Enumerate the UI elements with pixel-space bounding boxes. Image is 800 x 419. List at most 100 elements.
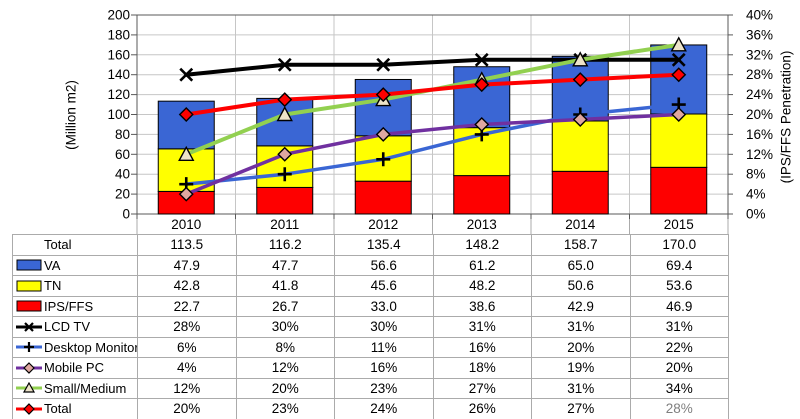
table-cell: 20%: [235, 377, 335, 399]
right-axis-label: 40%: [746, 8, 773, 23]
series-marker-lcd-tv: [474, 52, 489, 67]
row-label-total: Total: [12, 398, 138, 419]
right-axis-label: 32%: [746, 47, 773, 62]
row-label-mobile-pc: Mobile PC: [12, 357, 138, 379]
series-marker-mobile-pc: [277, 146, 293, 162]
table-row-total: Total 20% 23% 24% 26% 27% 28%: [12, 398, 729, 419]
series-marker-total: [277, 92, 293, 108]
series-line-mobile-pc: [184, 112, 681, 196]
right-axis-label: 36%: [746, 27, 773, 42]
series-marker-small-medium: [572, 51, 589, 67]
small-medium-legend-icon: [16, 382, 42, 393]
table-cell: 47.7: [235, 254, 335, 276]
table-cell: 31%: [531, 377, 631, 399]
table-cell: 148.2: [432, 234, 532, 256]
table-cell: 27%: [432, 377, 532, 399]
right-axis-label: 0%: [746, 207, 766, 222]
ips-ffs-legend-icon: [16, 300, 42, 312]
bar-segment-ips-ffs: [354, 180, 412, 215]
right-axis-label: 16%: [746, 127, 773, 142]
table-cell: 33.0: [334, 295, 434, 317]
series-marker-mobile-pc: [178, 186, 194, 202]
table-cell: 28%: [629, 398, 729, 419]
row-label-ips-ffs: IPS/FFS: [12, 295, 138, 317]
row-label-lcd-tv: LCD TV: [12, 316, 138, 338]
series-marker-lcd-tv: [376, 57, 391, 72]
table-cell: 158.7: [531, 234, 631, 256]
plot-border: [136, 14, 729, 215]
left-axis-label: 120: [107, 87, 130, 102]
table-cell: 27%: [531, 398, 631, 419]
left-axis-label: 60: [115, 147, 130, 162]
tn-legend-icon: [16, 280, 42, 292]
left-axis-title: (Million m2): [63, 80, 79, 150]
series-marker-mobile-pc: [474, 116, 490, 132]
right-axis-label: 24%: [746, 87, 773, 102]
table-cell: 24%: [334, 398, 434, 419]
bar-segment-ips-ffs: [650, 166, 708, 215]
right-axis-label: 20%: [746, 107, 773, 122]
table-cell: 26.7: [235, 295, 335, 317]
table-cell: 18%: [432, 357, 532, 379]
series-marker-total: [474, 77, 490, 93]
row-label-text: IPS/FFS: [44, 298, 94, 314]
x-axis-category-label: 2011: [270, 217, 299, 232]
x-axis-category-label: 2013: [467, 217, 497, 232]
table-cell: 26%: [432, 398, 532, 419]
mobile-pc-legend-icon: [16, 361, 42, 374]
table-cell: 65.0: [531, 254, 631, 276]
series-marker-small-medium: [276, 106, 293, 122]
table-row-tn: TN 42.8 41.8 45.6 48.2 50.6 53.6: [12, 275, 729, 297]
left-axis-label: 180: [107, 27, 130, 42]
table-cell: 113.5: [137, 234, 237, 256]
table-cell: 4%: [137, 357, 237, 379]
right-axis-label: 12%: [746, 147, 773, 162]
table-cell: 28%: [137, 316, 237, 338]
left-axis-label: 40: [115, 167, 130, 182]
table-cell: 23%: [334, 377, 434, 399]
va-legend-icon: [16, 259, 42, 271]
table-cell: 8%: [235, 336, 335, 358]
series-marker-desktop-monitor: [277, 167, 292, 182]
series-marker-lcd-tv: [277, 57, 292, 72]
table-row-total: Total 113.5 116.2 135.4 148.2 158.7 170.0: [12, 234, 729, 256]
table-cell: 31%: [531, 316, 631, 338]
series-line-desktop-monitor: [184, 102, 681, 186]
table-cell: 53.6: [629, 275, 729, 297]
row-label-text: Total: [44, 237, 72, 253]
series-marker-lcd-tv: [179, 67, 194, 82]
bar-segment-ips-ffs: [256, 186, 314, 215]
table-cell: 20%: [629, 357, 729, 379]
total-legend-icon: [16, 402, 42, 415]
left-axis-label: 100: [107, 107, 130, 122]
data-table: Total 113.5 116.2 135.4 148.2 158.7 170.0 VA 47.…: [12, 234, 729, 419]
table-cell: 6%: [137, 336, 237, 358]
series-marker-total: [178, 107, 194, 122]
bar-segment-tn: [650, 113, 708, 168]
table-row-ips-ffs: IPS/FFS 22.7 26.7 33.0 38.6 42.9 46.9: [12, 295, 729, 317]
row-label-desktop-monitor: Desktop Monitor: [12, 336, 138, 358]
table-cell: 19%: [531, 357, 631, 379]
series-marker-mobile-pc: [671, 107, 687, 122]
row-label-text: TN: [44, 278, 62, 294]
x-axis-category-label: 2015: [664, 217, 694, 232]
row-label-text: Desktop Monitor: [44, 339, 138, 355]
row-label-text: VA: [44, 257, 61, 273]
table-cell: 20%: [137, 398, 237, 419]
series-marker-lcd-tv: [671, 52, 686, 67]
x-axis-category-label: 2014: [565, 217, 596, 232]
x-axis-category-label: 2012: [368, 217, 398, 232]
table-cell: 30%: [235, 316, 335, 338]
series-marker-desktop-monitor: [376, 152, 391, 167]
table-cell: 12%: [137, 377, 237, 399]
table-cell: 42.8: [137, 275, 237, 297]
left-axis-label: 160: [107, 47, 130, 62]
desktop-monitor-legend-icon: [16, 342, 42, 353]
bar-segment-ips-ffs: [551, 170, 609, 215]
table-cell: 11%: [334, 336, 434, 358]
table-cell: 16%: [334, 357, 434, 379]
row-label-va: VA: [12, 254, 138, 276]
left-axis-label: 200: [107, 8, 130, 23]
table-cell: 22%: [629, 336, 729, 358]
